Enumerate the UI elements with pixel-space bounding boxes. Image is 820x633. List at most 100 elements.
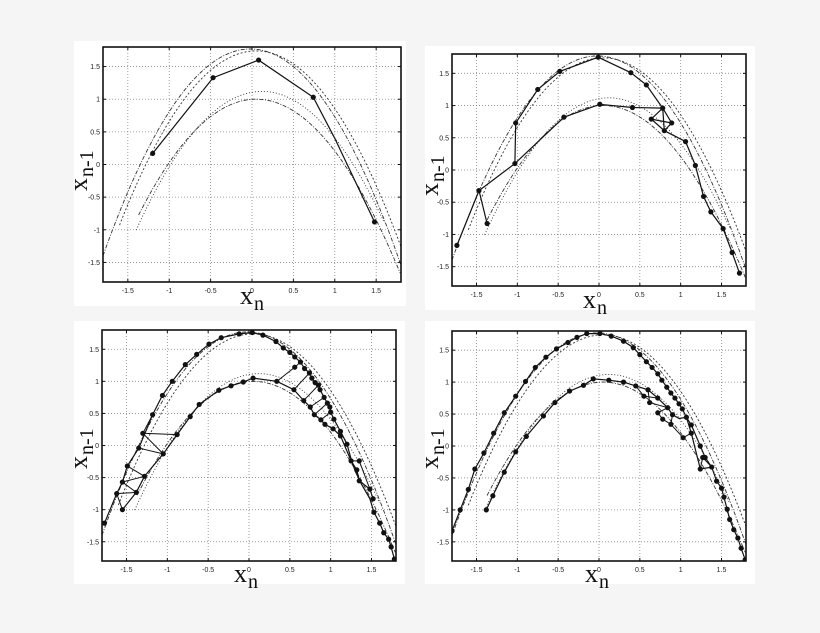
panel-top-left: -1.5 -1 -0.5 0 0.5 1 1.5 -1.5 -1 -0.5 0 0.5 1 1.5 xn …: [64, 41, 406, 314]
data-point-marker: [661, 128, 667, 134]
data-point-marker: [648, 116, 654, 122]
data-point-marker: [307, 404, 313, 410]
data-point-marker: [348, 458, 354, 464]
x-tick-label: 0.5: [635, 292, 645, 299]
data-point-marker: [606, 377, 612, 383]
data-point-marker: [633, 383, 639, 389]
data-point-marker: [391, 556, 396, 561]
data-point-marker: [280, 345, 286, 351]
data-point-marker: [371, 219, 378, 225]
data-point-marker: [669, 120, 675, 126]
data-point-marker: [683, 414, 689, 420]
y-tick-label: 1.5: [439, 71, 449, 78]
trajectory-line: [456, 103, 741, 274]
x-axis-label: xn: [583, 285, 607, 319]
data-point-marker: [196, 401, 202, 408]
reference-curve-outer: [103, 48, 401, 266]
data-point-marker: [491, 430, 497, 436]
data-point-marker: [513, 393, 519, 399]
data-point-marker: [291, 387, 297, 393]
data-point-marker: [218, 335, 224, 341]
data-point-marker: [311, 412, 317, 418]
data-point-marker: [672, 395, 678, 401]
data-point-marker: [731, 527, 737, 533]
y-axis-label: xn-1: [64, 428, 98, 469]
x-tick-label: 1.5: [717, 292, 727, 299]
trajectory-line: [152, 59, 376, 223]
link-line: [303, 384, 319, 401]
x-tick-label: 0: [250, 288, 254, 295]
x-tick-label: -0.5: [552, 292, 564, 299]
x-tick-label: 1.5: [371, 288, 381, 295]
data-point-marker: [159, 392, 166, 399]
data-point-marker: [370, 496, 376, 502]
panel-top-right: -1.5 -1 -0.5 0 0.5 1 1.5 -1.5 -1 -0.5 0 0.5 1 1.5 xn …: [415, 46, 755, 319]
data-point-marker: [133, 489, 139, 495]
data-point-marker: [655, 371, 661, 377]
x-tick-label: -1.5: [120, 567, 132, 574]
link-line: [116, 493, 123, 510]
x-tick-label: -1.5: [470, 292, 482, 299]
data-point-marker: [700, 193, 707, 200]
data-point-marker: [321, 394, 327, 400]
plot-top-left: -1.5 -1 -0.5 0 0.5 1 1.5 -1.5 -1 -0.5 0 0.5 1 1.5: [88, 46, 402, 295]
link-line: [122, 475, 145, 483]
link-line: [314, 402, 328, 416]
y-tick-label: 0.5: [439, 135, 449, 142]
data-point-marker: [649, 364, 655, 371]
data-point-marker: [637, 352, 643, 358]
data-point-marker: [454, 242, 460, 248]
y-tick-label: -1: [94, 227, 100, 234]
data-point-marker: [714, 478, 720, 484]
data-point-marker: [647, 399, 653, 406]
data-point-marker: [310, 94, 316, 100]
y-axis-label: xn-1: [415, 155, 449, 196]
reference-curve-inner: [138, 98, 401, 274]
data-point-marker: [620, 338, 627, 344]
data-point-marker: [557, 68, 563, 74]
data-point-marker: [608, 333, 614, 339]
data-point-marker: [630, 345, 636, 351]
x-tick-label: -1.5: [122, 288, 134, 295]
data-point-marker: [718, 485, 725, 491]
data-point-marker: [665, 405, 671, 411]
data-point-marker: [367, 486, 373, 492]
data-point-marker: [250, 375, 256, 381]
data-point-marker: [150, 150, 156, 157]
y-axis-label: xn-1: [415, 428, 449, 469]
data-point-marker: [664, 384, 670, 390]
x-tick-label: -0.5: [552, 567, 564, 574]
y-axis-label: xn-1: [64, 150, 98, 191]
grid: [452, 54, 746, 286]
data-point-marker: [476, 188, 482, 194]
data-point-marker: [490, 493, 496, 499]
data-point-marker: [721, 494, 727, 500]
data-point-marker: [483, 507, 489, 513]
data-point-marker: [327, 404, 333, 410]
data-point-marker: [371, 509, 377, 515]
reference-curve-outer2: [467, 57, 746, 252]
data-point-marker: [315, 382, 322, 388]
y-tick-label: -0.5: [88, 195, 100, 202]
data-point-marker: [228, 383, 234, 389]
link-line: [116, 491, 137, 495]
x-tick-label: 0.5: [285, 567, 295, 574]
data-point-marker: [697, 466, 703, 472]
panel-bottom-left: -1.5 -1 -0.5 0 0.5 1 1.5 -1.5 -1 -0.5 0 0.5 1 1.5 xn …: [64, 321, 405, 593]
data-point-marker: [141, 473, 148, 479]
data-point-marker: [688, 422, 694, 428]
x-axis-label: xn: [234, 559, 258, 593]
y-tick-label: -1.5: [88, 260, 100, 267]
data-layer: [452, 54, 746, 278]
data-point-marker: [729, 249, 735, 256]
data-point-marker: [114, 491, 120, 497]
data-point-marker: [655, 410, 661, 416]
data-point-marker: [567, 388, 573, 394]
data-point-marker: [535, 86, 541, 93]
y-tick-label: -1: [443, 232, 449, 239]
link-line: [142, 432, 178, 436]
grid: [103, 47, 401, 282]
data-point-marker: [501, 410, 507, 416]
data-point-marker: [513, 449, 519, 455]
data-point-marker: [356, 458, 362, 464]
